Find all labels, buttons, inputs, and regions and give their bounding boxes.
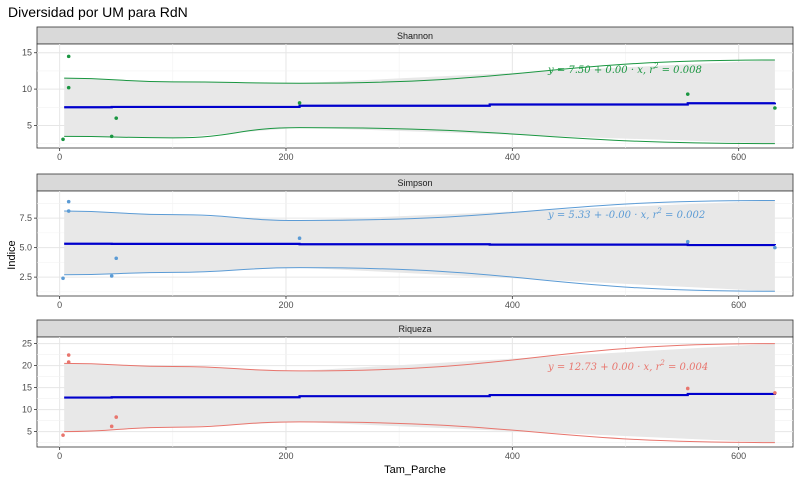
data-point — [109, 134, 114, 139]
equation-r-label: r — [656, 362, 662, 373]
x-tick-label: 0 — [57, 300, 62, 310]
fit-line — [64, 392, 776, 399]
x-tick-label: 600 — [731, 451, 746, 461]
band-lower-line — [64, 421, 775, 444]
confidence-band — [64, 200, 775, 292]
equation-prefix: y = 7.50 + 0.00 · x, — [547, 65, 649, 76]
equation-r-exponent: 2 — [653, 62, 659, 70]
data-point — [109, 424, 114, 429]
data-point — [61, 433, 65, 437]
fit-line — [64, 102, 776, 109]
band-lower-line — [64, 267, 775, 292]
panel-shannon: Shannon y = 7.50 + 0.00 · x, r2 = 0.008 5 1… — [22, 26, 794, 162]
data-point — [66, 209, 71, 213]
regression-equation: y = 7.50 + 0.00 · x, r2 = 0.008 — [547, 62, 702, 76]
data-point — [773, 245, 777, 250]
equation-r-value: = 0.002 — [662, 210, 705, 221]
y-tick-label: 7.5 — [19, 213, 32, 223]
data-point — [109, 274, 114, 278]
data-point — [61, 276, 65, 281]
y-tick-label: 2.5 — [19, 272, 32, 282]
x-tick-label: 600 — [731, 152, 746, 162]
x-tick-label: 400 — [505, 152, 520, 162]
data-point — [66, 360, 71, 364]
confidence-band — [64, 343, 775, 443]
y-tick-label: 10 — [22, 405, 32, 415]
data-point — [297, 101, 302, 105]
band-upper-line — [64, 343, 775, 372]
panel-riqueza: Riqueza y = 12.73 + 0.00 · x, r2 = 0.004 5… — [22, 319, 794, 461]
chart-title: Diversidad por UM para RdN — [8, 4, 188, 20]
data-point — [685, 92, 690, 96]
band-upper-line — [64, 199, 775, 221]
y-tick-label: 5 — [27, 427, 32, 437]
x-tick-label: 200 — [278, 152, 293, 162]
x-tick-label: 200 — [278, 451, 293, 461]
equation-r-exponent: 2 — [659, 359, 665, 367]
x-tick-label: 400 — [505, 451, 520, 461]
confidence-band — [64, 60, 775, 144]
data-point — [773, 391, 777, 395]
data-point — [685, 386, 690, 391]
equation-r-value: = 0.004 — [665, 362, 708, 373]
data-point — [66, 54, 71, 59]
band-upper-line — [64, 59, 775, 84]
data-point — [297, 236, 302, 240]
strip-label: Simpson — [397, 178, 432, 188]
y-tick-label: 25 — [22, 339, 32, 349]
data-point — [114, 116, 119, 120]
data-point — [66, 85, 71, 90]
x-axis-title: Tam_Parche — [384, 464, 446, 476]
equation-prefix: y = 12.73 + 0.00 · x, — [547, 362, 656, 373]
data-point — [685, 239, 690, 244]
y-tick-label: 15 — [22, 48, 32, 58]
x-tick-label: 600 — [731, 300, 746, 310]
strip-label: Shannon — [397, 31, 433, 41]
equation-r-value: = 0.008 — [658, 65, 701, 76]
band-lower-line — [64, 127, 775, 145]
x-tick-label: 200 — [278, 300, 293, 310]
y-tick-label: 15 — [22, 383, 32, 393]
y-tick-label: 5 — [27, 120, 32, 130]
x-tick-label: 0 — [57, 451, 62, 461]
y-axis-title: Indice — [6, 240, 18, 269]
equation-r-exponent: 2 — [656, 207, 662, 215]
data-point — [61, 137, 65, 142]
regression-equation: y = 5.33 + -0.00 · x, r2 = 0.002 — [547, 207, 705, 221]
equation-r-label: r — [653, 210, 659, 221]
equation-r-label: r — [649, 65, 655, 76]
equation-prefix: y = 5.33 + -0.00 · x, — [547, 210, 653, 221]
y-tick-label: 5.0 — [19, 243, 32, 253]
data-point — [773, 106, 777, 110]
data-point — [66, 353, 71, 357]
y-tick-label: 10 — [22, 84, 32, 94]
regression-equation: y = 12.73 + 0.00 · x, r2 = 0.004 — [547, 359, 708, 373]
x-tick-label: 0 — [57, 152, 62, 162]
data-point — [114, 256, 119, 261]
fit-line — [64, 242, 776, 247]
data-point — [114, 415, 119, 419]
x-tick-label: 400 — [505, 300, 520, 310]
data-point — [66, 199, 71, 204]
y-tick-label: 20 — [22, 361, 32, 371]
strip-label: Riqueza — [398, 324, 431, 334]
